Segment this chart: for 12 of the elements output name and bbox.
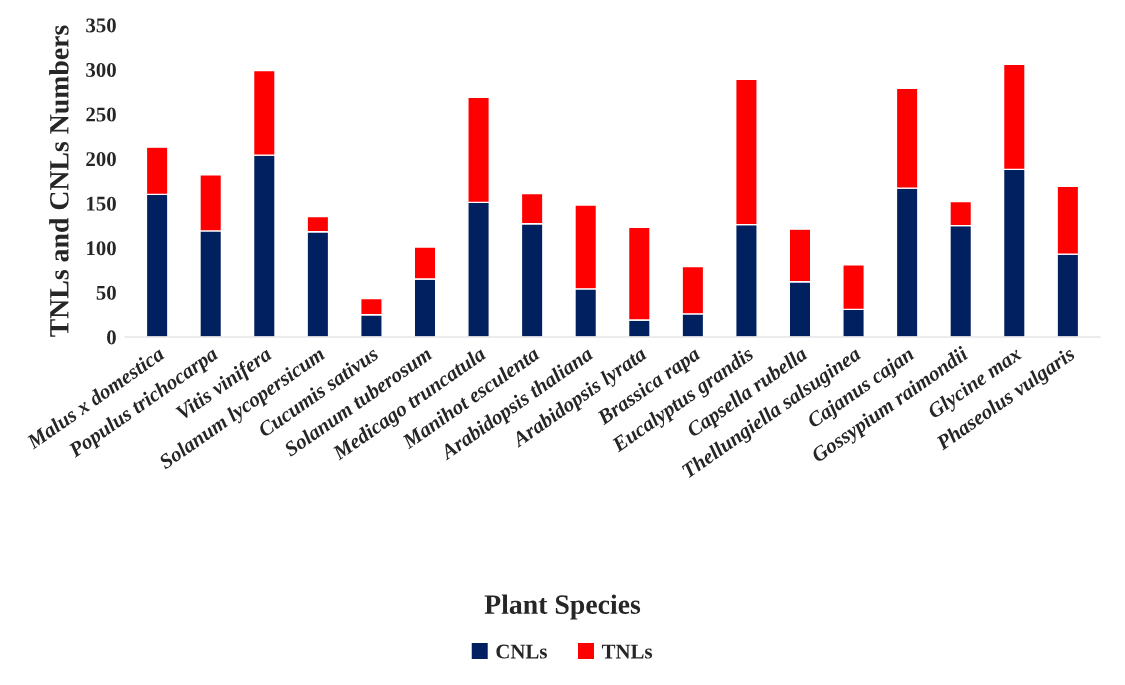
- y-tick-label: 50: [96, 285, 116, 300]
- y-tick-label: 250: [86, 107, 116, 122]
- x-axis-title: Plant Species: [484, 594, 641, 620]
- y-tick-label: 300: [86, 62, 116, 77]
- y-tick-label: 150: [87, 196, 116, 211]
- y-tick-label: 0: [107, 330, 116, 345]
- y-tick-label: 200: [86, 152, 116, 167]
- y-tick-label: 100: [87, 241, 116, 256]
- legend-label: TNLs: [601, 644, 653, 659]
- legend-label: CNLs: [496, 644, 547, 659]
- y-axis-title: TNLs and CNLs Numbers: [49, 25, 69, 337]
- y-tick-label: 350: [86, 18, 116, 33]
